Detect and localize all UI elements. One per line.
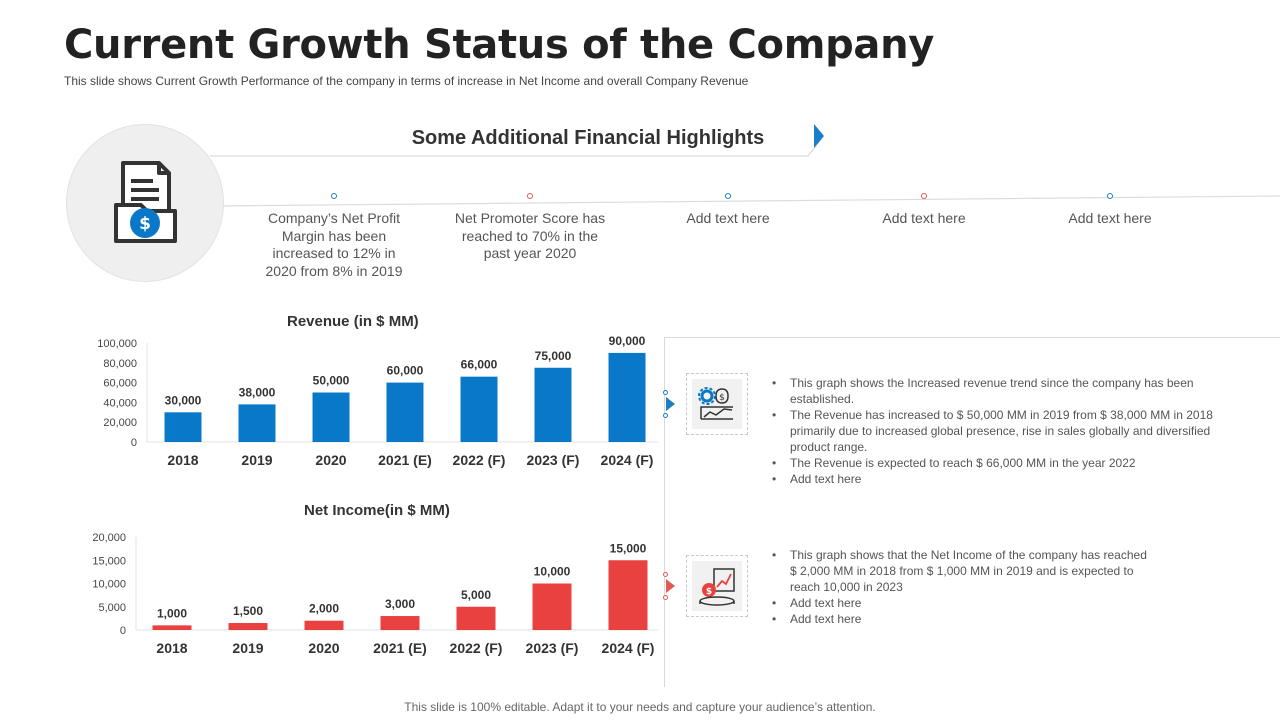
revenue-value-label: 90,000 xyxy=(609,334,646,348)
income-bar xyxy=(380,616,420,630)
revenue-value-label: 38,000 xyxy=(239,385,276,399)
income-ytick-label: 0 xyxy=(120,625,126,637)
revenue-ytick-label: 0 xyxy=(131,437,137,449)
income-category-label: 2024 (F) xyxy=(602,640,655,656)
revenue-bar xyxy=(386,382,424,442)
revenue-value-label: 50,000 xyxy=(313,374,350,388)
revenue-bar xyxy=(238,404,276,442)
highlights-title: Some Additional Financial Highlights xyxy=(411,127,765,149)
revenue-value-label: 75,000 xyxy=(535,349,572,363)
income-value-label: 1,500 xyxy=(233,604,263,618)
income-growth-icon: $ xyxy=(699,568,735,606)
highlight-dot-2 xyxy=(527,193,533,199)
income-ytick-label: 20,000 xyxy=(92,532,126,544)
revenue-growth-icon: $ xyxy=(698,387,733,420)
revenue-category-label: 2018 xyxy=(167,452,198,468)
revenue-ytick-label: 20,000 xyxy=(103,417,137,429)
panel-divider-horizontal xyxy=(664,337,1280,338)
revenue-notes: This graph shows the Increased revenue t… xyxy=(772,375,1218,487)
income-chart-title: Net Income(in $ MM) xyxy=(304,502,450,519)
revenue-note-2: The Revenue has increased to $ 50,000 MM… xyxy=(772,407,1218,455)
income-notes: This graph shows that the Net Income of … xyxy=(772,547,1152,627)
svg-text:$: $ xyxy=(719,393,725,403)
revenue-pointer-dot-bottom xyxy=(663,413,668,418)
highlight-text-2: Net Promoter Score has reached to 70% in… xyxy=(454,210,606,261)
revenue-ytick-label: 80,000 xyxy=(103,358,137,370)
svg-text:$: $ xyxy=(139,214,151,234)
footer-note: This slide is 100% editable. Adapt it to… xyxy=(404,700,876,714)
highlight-dot-4 xyxy=(921,193,927,199)
page-title: Current Growth Status of the Company xyxy=(64,22,935,68)
income-bar xyxy=(304,620,344,630)
income-note-3: Add text here xyxy=(772,611,1152,627)
revenue-value-label: 66,000 xyxy=(461,358,498,372)
income-category-label: 2022 (F) xyxy=(450,640,503,656)
income-ytick-label: 15,000 xyxy=(92,555,126,567)
highlight-dot-1 xyxy=(331,193,337,199)
income-icon-box: $ xyxy=(686,555,748,617)
revenue-ytick-label: 100,000 xyxy=(97,338,137,350)
highlights-arrow-icon xyxy=(814,124,824,148)
income-note-2: Add text here xyxy=(772,595,1152,611)
income-bar xyxy=(532,583,572,630)
highlights-icon-circle: $ xyxy=(66,124,224,282)
highlight-text-4: Add text here xyxy=(882,210,966,226)
highlight-text-5: Add text here xyxy=(1068,210,1152,226)
income-bar xyxy=(456,606,496,630)
income-value-label: 15,000 xyxy=(610,541,647,555)
income-category-label: 2018 xyxy=(156,640,187,656)
revenue-ytick-label: 40,000 xyxy=(103,397,137,409)
revenue-bar xyxy=(164,412,202,442)
income-category-label: 2023 (F) xyxy=(526,640,579,656)
revenue-category-label: 2024 (F) xyxy=(601,452,654,468)
income-value-label: 2,000 xyxy=(309,602,339,616)
income-ytick-label: 5,000 xyxy=(98,602,126,614)
highlight-dot-5 xyxy=(1107,193,1113,199)
highlight-dot-3 xyxy=(725,193,731,199)
income-value-label: 1,000 xyxy=(157,606,187,620)
highlight-text-3: Add text here xyxy=(686,210,770,226)
income-value-label: 10,000 xyxy=(534,565,571,579)
page-subtitle: This slide shows Current Growth Performa… xyxy=(64,74,749,88)
revenue-bar xyxy=(460,376,498,442)
panel-divider-vertical xyxy=(664,337,665,687)
income-pointer-dot-top xyxy=(663,572,668,577)
income-pointer-icon xyxy=(666,579,675,593)
revenue-category-label: 2020 xyxy=(315,452,346,468)
income-bar xyxy=(228,623,268,630)
income-category-label: 2021 (E) xyxy=(373,640,427,656)
revenue-bar xyxy=(312,392,350,442)
revenue-value-label: 30,000 xyxy=(165,393,202,407)
revenue-category-label: 2022 (F) xyxy=(453,452,506,468)
income-value-label: 3,000 xyxy=(385,597,415,611)
income-bar xyxy=(152,625,192,630)
revenue-icon-box: $ xyxy=(686,373,748,435)
revenue-bar xyxy=(534,367,572,442)
svg-text:$: $ xyxy=(706,587,712,597)
highlight-text-1: Company’s Net Profit Margin has been inc… xyxy=(265,210,403,279)
income-bar xyxy=(608,560,648,630)
revenue-category-label: 2021 (E) xyxy=(378,452,432,468)
revenue-category-label: 2023 (F) xyxy=(527,452,580,468)
revenue-category-label: 2019 xyxy=(241,452,272,468)
revenue-note-4: Add text here xyxy=(772,471,1218,487)
income-category-label: 2020 xyxy=(308,640,339,656)
revenue-note-1: This graph shows the Increased revenue t… xyxy=(772,375,1218,407)
revenue-chart-title: Revenue (in $ MM) xyxy=(287,313,419,330)
revenue-bar xyxy=(608,352,646,442)
income-ytick-label: 10,000 xyxy=(92,579,126,591)
revenue-note-3: The Revenue is expected to reach $ 66,00… xyxy=(772,455,1218,471)
income-note-1: This graph shows that the Net Income of … xyxy=(772,547,1152,595)
income-pointer-dot-bottom xyxy=(663,595,668,600)
income-category-label: 2019 xyxy=(232,640,263,656)
income-value-label: 5,000 xyxy=(461,588,491,602)
revenue-pointer-dot-top xyxy=(663,390,668,395)
revenue-pointer-icon xyxy=(666,397,675,411)
revenue-ytick-label: 60,000 xyxy=(103,378,137,390)
revenue-value-label: 60,000 xyxy=(387,364,424,378)
invoice-dollar-icon: $ xyxy=(114,161,177,243)
